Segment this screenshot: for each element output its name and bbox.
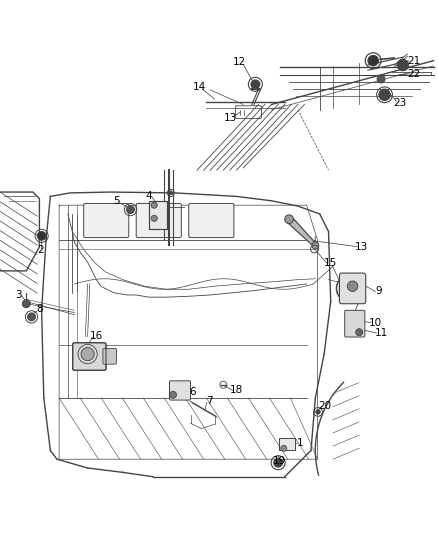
Circle shape (274, 458, 283, 467)
Text: 22: 22 (408, 69, 421, 79)
Text: 19: 19 (273, 456, 286, 466)
Circle shape (151, 215, 157, 221)
Bar (279, 438, 295, 450)
Text: 13: 13 (355, 242, 368, 252)
Text: 11: 11 (374, 328, 388, 338)
Circle shape (127, 206, 134, 214)
Text: 2: 2 (37, 245, 44, 255)
Circle shape (316, 410, 320, 414)
Text: 8: 8 (36, 304, 43, 314)
Text: 6: 6 (189, 387, 196, 397)
Text: 21: 21 (407, 56, 420, 66)
Circle shape (356, 329, 363, 336)
Circle shape (379, 89, 390, 101)
FancyBboxPatch shape (345, 310, 365, 337)
Circle shape (281, 445, 287, 451)
Text: 3: 3 (15, 289, 22, 300)
Circle shape (151, 202, 157, 208)
Text: 5: 5 (113, 196, 120, 206)
FancyBboxPatch shape (339, 273, 366, 304)
Text: 18: 18 (230, 385, 243, 395)
Text: 15: 15 (324, 257, 337, 268)
Circle shape (336, 275, 363, 302)
Circle shape (368, 55, 378, 66)
Text: 13: 13 (223, 114, 237, 124)
Text: 9: 9 (375, 286, 382, 296)
Text: 23: 23 (393, 98, 406, 108)
FancyBboxPatch shape (189, 204, 234, 238)
Circle shape (170, 391, 177, 398)
Text: 7: 7 (206, 396, 213, 406)
Text: 10: 10 (369, 318, 382, 328)
Polygon shape (286, 217, 317, 247)
Text: 16: 16 (90, 331, 103, 341)
Circle shape (347, 281, 358, 292)
Circle shape (81, 348, 94, 361)
Text: 12: 12 (233, 57, 246, 67)
FancyBboxPatch shape (170, 381, 191, 400)
Circle shape (377, 75, 385, 83)
Circle shape (312, 242, 319, 249)
Text: 1: 1 (297, 438, 304, 448)
Bar (149, 201, 167, 229)
Circle shape (169, 191, 173, 195)
Circle shape (37, 231, 46, 240)
Circle shape (285, 215, 293, 223)
FancyBboxPatch shape (136, 204, 181, 238)
FancyBboxPatch shape (84, 204, 129, 238)
Circle shape (397, 59, 409, 71)
FancyBboxPatch shape (73, 343, 106, 370)
Circle shape (251, 80, 260, 88)
Text: 14: 14 (193, 82, 206, 92)
Bar (149, 201, 167, 229)
Text: 4: 4 (145, 190, 152, 200)
Circle shape (28, 313, 35, 321)
Circle shape (22, 300, 30, 308)
Text: 20: 20 (318, 401, 332, 411)
FancyBboxPatch shape (103, 349, 117, 364)
